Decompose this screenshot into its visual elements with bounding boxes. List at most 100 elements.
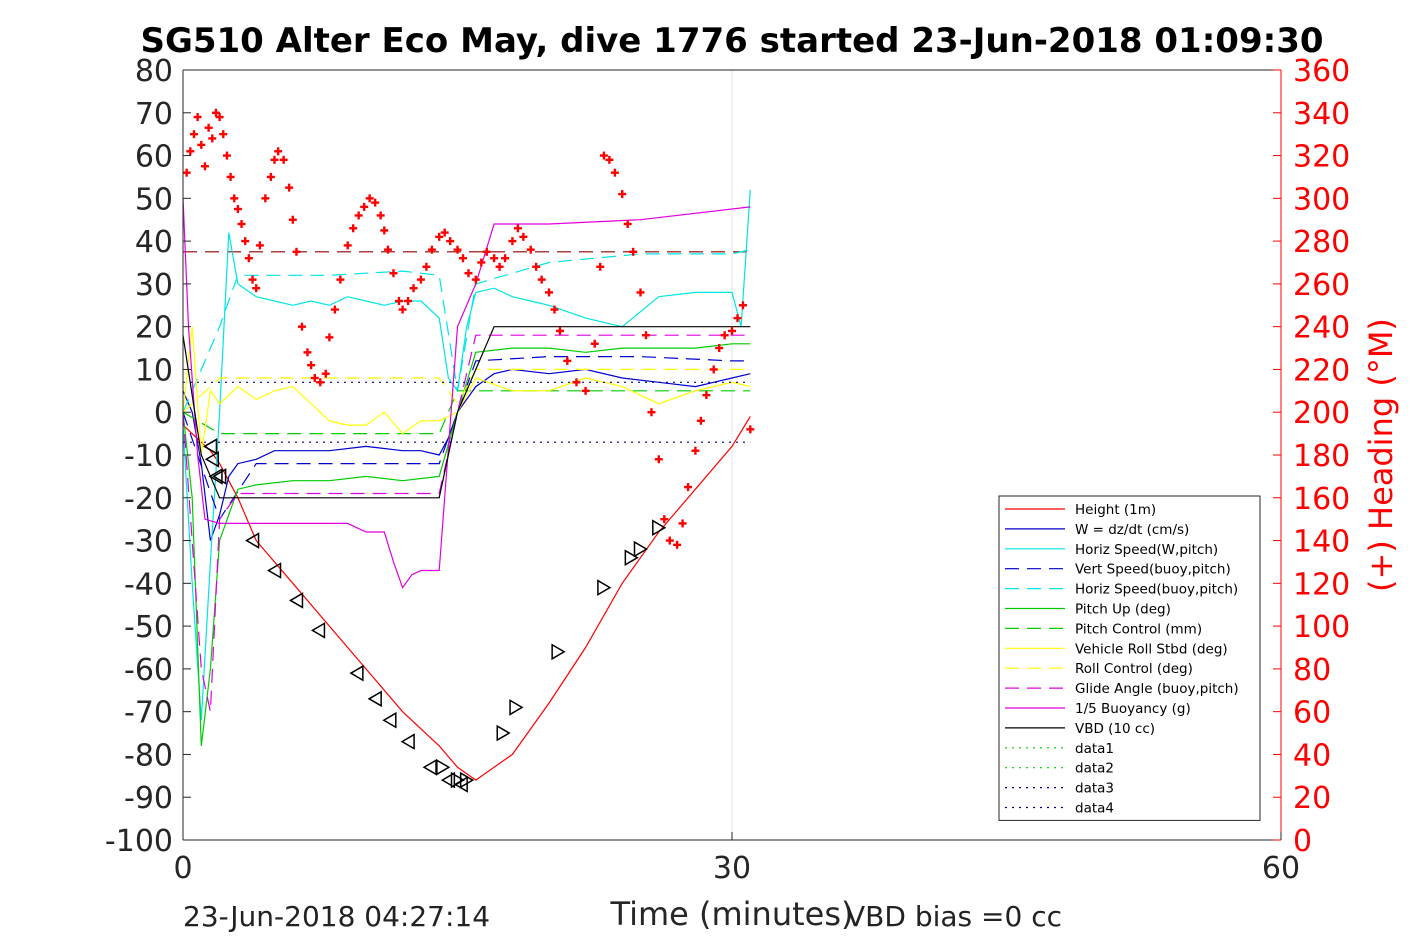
series-line-10: [182, 198, 751, 589]
descent-marker: [245, 532, 260, 549]
heading-marker: [316, 378, 325, 387]
heading-marker: [197, 140, 206, 149]
heading-marker: [728, 326, 736, 335]
footer-timestamp: 23-Jun-2018 04:27:14: [183, 900, 491, 933]
legend: Height (1m) W = dz/dt (cm/s) Horiz Speed(W…: [998, 495, 1261, 821]
left-tick-label: 80: [135, 54, 173, 89]
left-tick-label: -100: [105, 824, 173, 859]
series-line-11: [182, 326, 751, 499]
heading-marker: [226, 172, 235, 181]
heading-marker: [471, 275, 480, 284]
heading-marker: [495, 262, 504, 271]
heading-marker: [513, 224, 522, 233]
descent-marker: [349, 664, 364, 682]
ascent-marker: [597, 579, 612, 596]
heading-marker: [182, 168, 191, 177]
heading-marker: [285, 183, 294, 192]
legend-label: Horiz Speed(buoy,pitch): [1075, 582, 1238, 598]
heading-marker: [490, 254, 499, 263]
descent-marker: [367, 690, 382, 708]
heading-marker: [550, 305, 559, 314]
heading-marker: [696, 416, 705, 425]
right-tick-label: 340: [1293, 97, 1350, 132]
heading-marker: [440, 228, 449, 237]
heading-marker: [343, 241, 352, 250]
heading-marker: [532, 262, 541, 271]
legend-label: W = dz/dt (cm/s): [1075, 522, 1189, 538]
series-line-8: [182, 368, 751, 413]
heading-marker: [482, 247, 491, 256]
heading-marker: [371, 198, 380, 207]
ascent-marker: [633, 540, 648, 558]
heading-marker: [237, 220, 246, 228]
heading-marker: [211, 108, 220, 117]
descent-marker: [202, 438, 218, 455]
left-tick-label: -50: [124, 610, 173, 645]
series-line-7: [182, 326, 751, 456]
series-line-3: [182, 356, 751, 521]
x-tick-label: 30: [713, 851, 751, 886]
heading-marker: [427, 245, 436, 254]
heading-marker: [623, 220, 632, 228]
ascent-marker: [509, 699, 524, 716]
heading-marker: [215, 113, 224, 122]
descent-marker: [310, 622, 326, 639]
right-tick-label: 60: [1293, 696, 1331, 731]
chart-title: SG510 Alter Eco May, dive 1776 started 2…: [140, 21, 1323, 61]
right-tick-label: 220: [1293, 353, 1350, 388]
heading-marker: [647, 408, 656, 417]
heading-marker: [230, 194, 239, 203]
legend-label: Vehicle Roll Stbd (deg): [1075, 641, 1228, 657]
descent-marker: [267, 562, 282, 579]
heading-marker: [255, 241, 264, 250]
right-tick-label: 300: [1293, 182, 1350, 217]
heading-marker: [303, 348, 312, 357]
heading-marker: [274, 147, 283, 156]
right-tick-label: 100: [1293, 610, 1350, 645]
legend-label: 1/5 Buoyancy (g): [1075, 701, 1191, 717]
heading-marker: [691, 446, 700, 455]
left-tick-label: -90: [124, 781, 173, 816]
heading-marker: [297, 322, 306, 331]
left-tick-label: -10: [124, 439, 173, 474]
left-tick-label: 30: [135, 268, 173, 303]
heading-marker: [422, 262, 431, 271]
heading-marker: [629, 247, 638, 256]
left-tick-label: -60: [124, 653, 173, 688]
heading-marker: [501, 254, 510, 263]
heading-marker: [200, 162, 209, 171]
heading-marker: [416, 275, 425, 284]
x-tick-label: 60: [1262, 851, 1300, 886]
descent-marker: [204, 450, 220, 468]
descent-marker: [212, 468, 227, 485]
heading-marker: [279, 155, 288, 164]
right-axis-label: (+) Heading (°M): [1362, 318, 1400, 592]
heading-marker: [310, 374, 319, 382]
heading-marker: [733, 314, 742, 323]
right-tick-label: 200: [1293, 396, 1350, 431]
left-tick-label: 50: [135, 182, 173, 217]
right-tick-label: 80: [1293, 653, 1331, 688]
legend-label: data3: [1075, 781, 1114, 797]
axes: 80706050403020100-10-20-30-40-50-60-70-8…: [105, 54, 1350, 886]
left-tick-label: -30: [124, 525, 173, 560]
heading-marker: [464, 269, 473, 278]
heading-marker: [307, 361, 316, 370]
heading-marker: [354, 211, 363, 220]
heading-marker: [222, 151, 231, 160]
heading-marker: [349, 224, 358, 233]
ascent-marker: [496, 724, 511, 742]
legend-label: Roll Control (deg): [1075, 661, 1193, 677]
heading-marker: [409, 284, 418, 293]
heading-marker: [398, 305, 407, 314]
heading-marker: [599, 151, 608, 160]
heading-marker: [746, 425, 755, 434]
ascent-marker: [459, 771, 475, 789]
heading-marker: [288, 215, 297, 224]
left-tick-label: 70: [135, 97, 173, 132]
heading-marker: [581, 386, 590, 395]
heading-marker: [189, 130, 198, 139]
heading-marker: [665, 536, 674, 545]
